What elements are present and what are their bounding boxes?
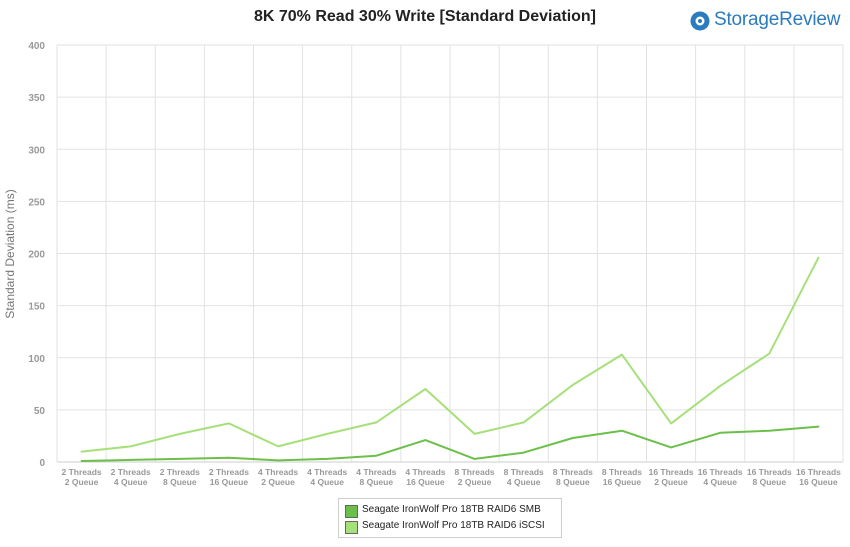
y-tick-label: 50 bbox=[34, 406, 46, 417]
y-tick-label: 400 bbox=[28, 41, 45, 52]
y-tick-label: 0 bbox=[39, 458, 45, 469]
x-tick-label: 4 Threads 16 Queue bbox=[405, 467, 445, 487]
x-tick-label: 4 Threads 4 Queue bbox=[307, 467, 347, 487]
x-axis-ticks: 2 Threads 2 Queue 2 Threads 4 Queue 2 Thread… bbox=[61, 467, 841, 487]
x-tick-label: 8 Threads 2 Queue bbox=[454, 467, 494, 487]
brand-name: StorageReview bbox=[714, 9, 841, 30]
x-tick-label: 16 Threads 4 Queue bbox=[698, 467, 743, 487]
x-tick-label: 2 Threads 16 Queue bbox=[209, 467, 249, 487]
storagereview-logo: StorageReview bbox=[690, 9, 850, 37]
series-line-iscsi bbox=[80, 256, 820, 453]
series-line-smb bbox=[80, 425, 820, 462]
y-tick-label: 250 bbox=[28, 197, 45, 208]
y-tick-label: 300 bbox=[28, 145, 45, 156]
x-tick-label: 2 Threads 4 Queue bbox=[111, 467, 151, 487]
x-tick-label: 2 Threads 2 Queue bbox=[61, 467, 101, 487]
y-axis-ticks: 0 50 100 150 200 250 300 350 400 bbox=[28, 41, 45, 469]
y-tick-label: 350 bbox=[28, 93, 45, 104]
chart-title: 8K 70% Read 30% Write [Standard Deviatio… bbox=[253, 8, 597, 25]
legend-label-iscsi: Seagate IronWolf Pro 18TB RAID6 iSCSI bbox=[362, 520, 545, 531]
x-tick-label: 4 Threads 8 Queue bbox=[356, 467, 396, 487]
storagereview-logo-icon bbox=[690, 11, 710, 31]
series-lines bbox=[80, 256, 820, 462]
legend-swatch-smb bbox=[345, 505, 358, 518]
y-axis-label: Standard Deviation (ms) bbox=[3, 189, 17, 318]
x-tick-label: 16 Threads 8 Queue bbox=[747, 467, 792, 487]
x-tick-label: 8 Threads 8 Queue bbox=[553, 467, 593, 487]
x-tick-label: 8 Threads 4 Queue bbox=[504, 467, 544, 487]
grid bbox=[56, 44, 844, 463]
y-tick-label: 150 bbox=[28, 302, 45, 313]
x-tick-label: 16 Threads 16 Queue bbox=[796, 467, 841, 487]
legend-swatch-iscsi bbox=[345, 521, 358, 534]
x-tick-label: 8 Threads 16 Queue bbox=[602, 467, 642, 487]
y-tick-label: 100 bbox=[28, 354, 45, 365]
legend-label-smb: Seagate IronWolf Pro 18TB RAID6 SMB bbox=[362, 504, 541, 515]
legend: Seagate IronWolf Pro 18TB RAID6 SMB Seag… bbox=[338, 498, 562, 538]
y-tick-label: 200 bbox=[28, 250, 45, 261]
x-tick-label: 2 Threads 8 Queue bbox=[160, 467, 200, 487]
x-tick-label: 4 Threads 2 Queue bbox=[258, 467, 298, 487]
x-tick-label: 16 Threads 2 Queue bbox=[649, 467, 694, 487]
